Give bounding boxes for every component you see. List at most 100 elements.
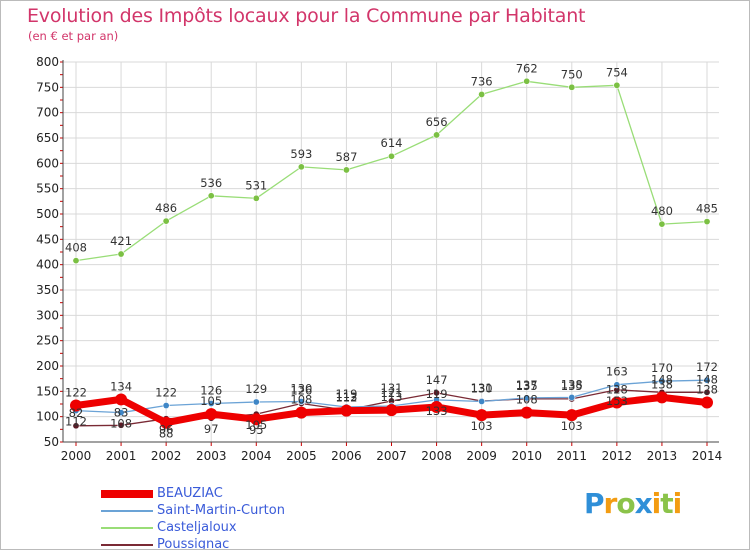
data-label: 754 [606,65,628,79]
data-label: 122 [155,386,177,400]
data-label: 131 [471,381,493,395]
data-point [475,409,488,422]
data-point [703,376,711,384]
data-label: 163 [606,365,628,379]
y-tick-label: 800 [36,55,59,69]
data-label: 95 [249,423,264,437]
data-point [205,408,218,421]
data-point [340,404,353,417]
data-point [655,391,668,404]
legend-swatch [101,527,153,529]
x-tick-label: 2012 [602,449,633,463]
x-tick-label: 2011 [557,449,588,463]
legend-label: Poussignac [157,537,230,550]
legend-label: Casteljaloux [157,520,237,535]
x-tick-label: 2010 [511,449,542,463]
data-point [252,398,260,406]
data-point [72,257,80,265]
data-label: 138 [651,377,673,391]
legend-swatch [101,544,153,546]
y-tick-label: 450 [36,232,59,246]
logo-letter: x [634,487,653,520]
data-point [658,377,666,385]
data-point [701,396,713,409]
data-label: 108 [110,417,132,431]
data-label: 130 [471,381,493,395]
x-tick-label: 2005 [286,449,317,463]
data-label: 128 [696,382,718,396]
logo-letter: r [603,487,618,520]
data-label: 170 [651,361,673,375]
logo-letter: i [672,487,683,520]
data-label: 130 [290,381,312,395]
x-tick-label: 2003 [196,449,227,463]
data-label: 122 [65,386,87,400]
data-label: 103 [471,419,493,433]
data-point [117,409,125,417]
data-point [207,192,215,200]
data-label: 172 [696,360,718,374]
legend-swatch [101,490,153,498]
data-label: 103 [561,419,583,433]
logo-letter: i [651,487,662,520]
data-label: 587 [335,150,357,164]
x-tick-label: 2002 [151,449,182,463]
y-tick-label: 200 [36,359,59,373]
data-label: 593 [290,147,312,161]
y-tick-label: 350 [36,283,59,297]
data-point [117,421,125,429]
data-point [478,90,486,98]
data-point [70,399,82,412]
y-tick-label: 300 [36,308,59,322]
chart-title: Evolution des Impôts locaux pour la Comm… [27,5,586,27]
data-point [207,399,215,407]
proxiti-logo: Proxiti [584,487,683,520]
y-tick-label: 500 [36,207,59,221]
data-point [250,413,263,426]
data-label: 119 [426,387,448,401]
y-tick-label: 650 [36,131,59,145]
data-label: 148 [696,372,718,386]
legend-label: BEAUZIAC [157,486,223,501]
data-label: 153 [606,394,628,408]
data-point [613,81,621,89]
x-tick-label: 2000 [61,449,92,463]
legend-label: Saint-Martin-Curton [157,503,285,518]
data-label: 113 [381,390,403,404]
data-label: 134 [110,379,132,393]
data-point [568,393,576,401]
data-point [565,409,578,422]
data-point [523,394,531,402]
data-label: 97 [204,422,219,436]
data-label: 128 [606,382,628,396]
data-point [385,404,398,417]
data-label: 82 [69,406,84,420]
x-tick-label: 2007 [376,449,407,463]
data-point [117,250,125,258]
data-label: 147 [426,373,448,387]
grid-lines [63,61,719,443]
x-tick-label: 2006 [331,449,362,463]
data-point [613,381,621,389]
data-label: 105 [200,394,222,408]
data-point [342,166,350,174]
data-label: 112 [335,391,357,405]
data-label: 119 [335,387,357,401]
y-tick-label: 250 [36,334,59,348]
y-tick-label: 50 [44,435,59,449]
data-point [115,393,128,406]
data-label: 137 [516,378,538,392]
data-label: 485 [696,202,718,216]
y-tick-label: 550 [36,182,59,196]
data-point [72,422,80,430]
data-point [295,406,308,419]
data-label: 135 [561,379,583,393]
data-point [433,389,441,397]
y-tick-label: 100 [36,410,59,424]
x-tick-label: 2008 [421,449,452,463]
data-label: 531 [245,178,267,192]
data-label: 96 [159,423,174,437]
data-label: 83 [114,405,129,419]
logo-letter: P [584,487,605,520]
